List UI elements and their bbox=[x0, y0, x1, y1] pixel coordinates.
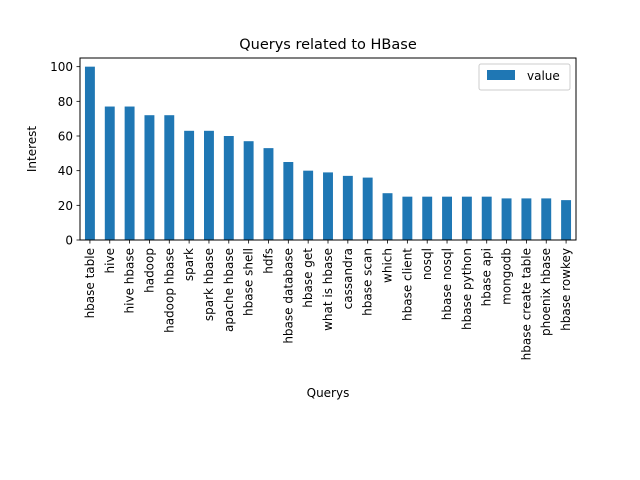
bar-hbase-database bbox=[283, 162, 294, 240]
bar-spark bbox=[184, 130, 195, 240]
x-tick-label: apache hbase bbox=[222, 248, 236, 332]
x-tick-label: hbase create table bbox=[519, 248, 533, 360]
legend-label: value bbox=[527, 69, 560, 83]
bar-hbase-client bbox=[402, 196, 413, 240]
bar-hive-hbase bbox=[124, 106, 135, 241]
bar-hbase-nosql bbox=[442, 196, 452, 240]
x-tick-label: hbase python bbox=[460, 248, 474, 330]
x-tick-label: hbase scan bbox=[361, 248, 375, 316]
x-tick-label: hbase get bbox=[301, 248, 315, 308]
bar-hadoop-hbase bbox=[164, 115, 175, 240]
chart-title: Querys related to HBase bbox=[239, 37, 417, 53]
legend: value bbox=[478, 63, 571, 91]
x-tick-label: hbase rowkey bbox=[559, 248, 573, 331]
x-tick-label: hive bbox=[103, 248, 117, 273]
bar-phoenix-hbase bbox=[541, 198, 552, 240]
y-axis-label: Interest bbox=[25, 126, 39, 173]
x-tick-label: phoenix hbase bbox=[539, 248, 553, 336]
x-axis-label: Querys bbox=[307, 386, 350, 400]
bar-hbase-get bbox=[303, 170, 314, 240]
bar-hbase-rowkey bbox=[561, 200, 572, 240]
x-tick-label: hbase database bbox=[281, 248, 295, 344]
x-tick-label: hbase shell bbox=[242, 248, 256, 316]
x-tick-label: hbase client bbox=[400, 248, 414, 321]
bar-hive bbox=[104, 106, 115, 241]
bar-cassandra bbox=[342, 175, 353, 240]
x-tick-label: nosql bbox=[420, 248, 434, 280]
bar-hbase-scan bbox=[362, 177, 373, 240]
x-tick-label: which bbox=[381, 248, 395, 283]
bar-apache-hbase bbox=[223, 136, 234, 240]
x-tick-label: hadoop bbox=[142, 248, 156, 293]
bar-hbase-python bbox=[461, 196, 472, 240]
bar-hbase-shell bbox=[243, 141, 254, 240]
x-tick-label: hdfs bbox=[261, 248, 275, 274]
plot-frame bbox=[79, 57, 577, 241]
x-tick-label: hbase api bbox=[480, 248, 494, 306]
x-tick-label: hbase table bbox=[83, 248, 97, 318]
bar-hdfs bbox=[263, 148, 274, 240]
y-tick-label: 40 bbox=[58, 164, 73, 178]
x-tick-label: cassandra bbox=[341, 248, 355, 309]
bar-spark-hbase bbox=[204, 130, 214, 240]
x-tick-label: mongodb bbox=[500, 248, 514, 305]
y-tick-label: 80 bbox=[58, 95, 73, 109]
y-tick-label: 100 bbox=[50, 60, 73, 74]
bar-hbase-create-table bbox=[521, 198, 532, 240]
x-tick-label: spark bbox=[182, 248, 196, 281]
x-tick-label: spark hbase bbox=[202, 248, 216, 321]
bar-which bbox=[382, 193, 393, 240]
bar-nosql bbox=[422, 196, 433, 240]
bar-mongodb bbox=[501, 198, 512, 240]
y-tick-label: 60 bbox=[58, 130, 73, 144]
x-tick-label: what is hbase bbox=[321, 248, 335, 331]
x-tick-label: hadoop hbase bbox=[162, 248, 176, 333]
x-tick-label: hive hbase bbox=[123, 248, 137, 313]
bar-hadoop bbox=[144, 115, 155, 240]
bar-what-is-hbase bbox=[323, 172, 333, 240]
y-tick-label: 20 bbox=[58, 199, 73, 213]
x-tick-label: hbase nosql bbox=[440, 248, 454, 320]
bar-hbase-api bbox=[481, 196, 492, 240]
y-tick-label: 0 bbox=[65, 234, 73, 248]
bar-hbase-table bbox=[84, 66, 95, 241]
legend-swatch bbox=[487, 70, 515, 80]
